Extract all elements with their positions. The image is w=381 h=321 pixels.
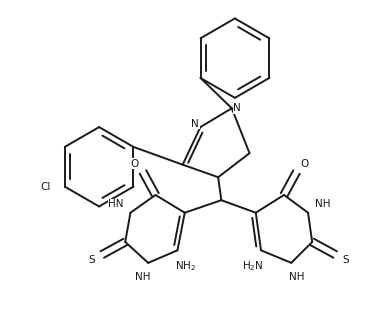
Text: HN: HN	[108, 199, 123, 209]
Text: O: O	[301, 159, 309, 169]
Text: N: N	[233, 103, 241, 113]
Text: H$_2$N: H$_2$N	[242, 259, 263, 273]
Text: NH: NH	[315, 199, 330, 209]
Text: NH$_2$: NH$_2$	[175, 259, 196, 273]
Text: S: S	[88, 255, 95, 265]
Text: N: N	[191, 119, 199, 129]
Text: NH: NH	[289, 273, 304, 282]
Text: O: O	[131, 159, 139, 169]
Text: S: S	[342, 255, 349, 265]
Text: Cl: Cl	[41, 182, 51, 192]
Text: NH: NH	[135, 273, 151, 282]
